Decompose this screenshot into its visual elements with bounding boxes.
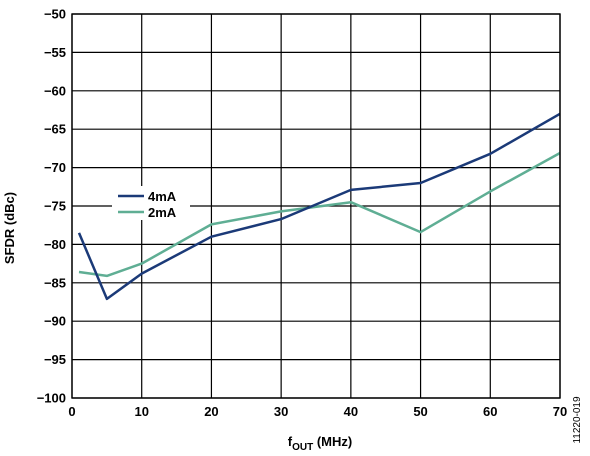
- x-tick-label: 40: [344, 404, 358, 419]
- legend-label-2ma: 2mA: [148, 205, 177, 220]
- x-tick-label: 10: [134, 404, 148, 419]
- y-tick-label: −65: [44, 122, 66, 137]
- y-tick-label: −50: [44, 7, 66, 22]
- y-tick-label: −75: [44, 199, 66, 214]
- y-tick-label: −85: [44, 275, 66, 290]
- y-tick-label: −90: [44, 314, 66, 329]
- x-tick-labels: 0 10 20 30 40 50 60 70: [68, 404, 567, 419]
- y-tick-label: −60: [44, 83, 66, 98]
- legend: 4mA 2mA: [112, 186, 190, 220]
- y-tick-label: −100: [37, 391, 66, 406]
- x-tick-label: 20: [204, 404, 218, 419]
- x-tick-label: 70: [553, 404, 567, 419]
- legend-label-4ma: 4mA: [148, 189, 177, 204]
- x-axis-title-subscript: OUT: [292, 442, 313, 453]
- figure-id: 11220-019: [572, 396, 583, 444]
- x-tick-label: 60: [483, 404, 497, 419]
- x-tick-label: 0: [68, 404, 75, 419]
- y-tick-labels: −50 −55 −60 −65 −70 −75 −80 −85 −90 −95 −100: [37, 7, 66, 406]
- y-tick-label: −55: [44, 45, 66, 60]
- y-tick-label: −95: [44, 352, 66, 367]
- x-tick-label: 50: [413, 404, 427, 419]
- y-tick-label: −80: [44, 237, 66, 252]
- series-lines: [77, 112, 561, 301]
- x-axis-title-unit: (MHz): [313, 434, 352, 449]
- series-line-4ma: [77, 112, 561, 301]
- legend-background: [112, 186, 190, 220]
- x-axis-title: fOUT (MHz): [288, 434, 352, 453]
- plot-frame: [71, 13, 561, 399]
- series-line-2ma: [78, 151, 561, 278]
- x-tick-label: 30: [274, 404, 288, 419]
- y-tick-label: −70: [44, 160, 66, 175]
- y-axis-title: SFDR (dBc): [2, 192, 17, 264]
- x-axis-title-main: f: [288, 434, 293, 449]
